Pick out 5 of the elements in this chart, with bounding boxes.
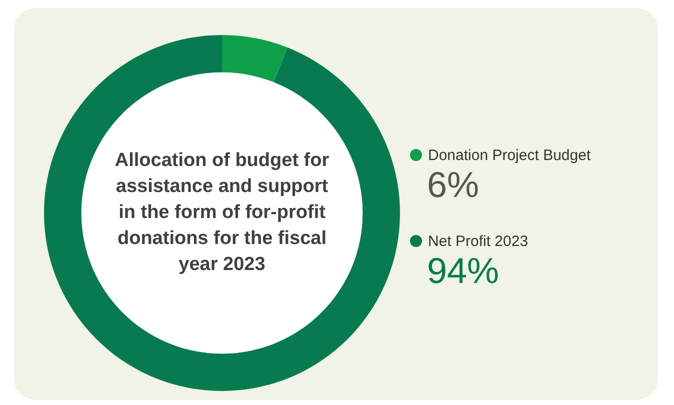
legend-label: Net Profit 2023 [428, 233, 528, 250]
data-label: 94% [427, 250, 500, 291]
text: Allocation of budget for assistance and support in the form of for-profit donations for the fiscal year 2023 [114, 150, 330, 276]
data-label: 6% [427, 164, 480, 205]
legend-label: Donation Project Budget [428, 147, 592, 164]
